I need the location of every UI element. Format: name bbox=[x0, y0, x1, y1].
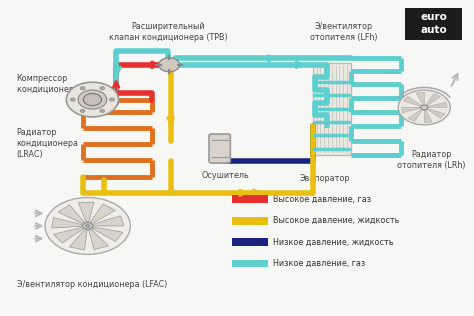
Text: Низкое давление, жидкость: Низкое давление, жидкость bbox=[273, 238, 394, 246]
Text: Радиатор
кондиционера
(LRAC): Радиатор кондиционера (LRAC) bbox=[17, 128, 79, 159]
Polygon shape bbox=[401, 107, 420, 113]
Text: Расширительный
клапан кондиционера (ТРВ): Расширительный клапан кондиционера (ТРВ) bbox=[109, 21, 228, 42]
Text: Э/вентилятор кондиционера (LFAC): Э/вентилятор кондиционера (LFAC) bbox=[17, 280, 167, 289]
Text: Радиатор
отопителя (LRh): Радиатор отопителя (LRh) bbox=[397, 149, 465, 170]
Polygon shape bbox=[52, 218, 82, 228]
Polygon shape bbox=[54, 228, 83, 243]
Circle shape bbox=[80, 109, 85, 112]
Text: Высокое давление, жидкость: Высокое давление, жидкость bbox=[273, 216, 400, 225]
Circle shape bbox=[109, 98, 114, 101]
Text: Низкое давление, газ: Низкое давление, газ bbox=[273, 259, 366, 268]
Text: Эвапоратор: Эвапоратор bbox=[300, 174, 350, 183]
Bar bbox=[232, 260, 268, 267]
Circle shape bbox=[100, 87, 105, 90]
Bar bbox=[405, 8, 462, 40]
Polygon shape bbox=[91, 204, 116, 223]
Bar bbox=[313, 63, 351, 155]
Circle shape bbox=[80, 87, 85, 90]
Circle shape bbox=[82, 222, 93, 229]
Circle shape bbox=[45, 198, 130, 254]
Circle shape bbox=[83, 94, 101, 106]
Polygon shape bbox=[78, 202, 94, 222]
Polygon shape bbox=[403, 97, 421, 106]
Text: euro
auto: euro auto bbox=[420, 13, 447, 35]
Polygon shape bbox=[93, 216, 124, 226]
Polygon shape bbox=[89, 229, 109, 250]
Polygon shape bbox=[428, 102, 447, 107]
Polygon shape bbox=[426, 94, 440, 105]
Polygon shape bbox=[424, 110, 432, 123]
Circle shape bbox=[159, 58, 180, 72]
Text: Осушитель: Осушитель bbox=[201, 171, 249, 180]
Circle shape bbox=[100, 109, 105, 112]
Bar bbox=[232, 238, 268, 246]
Bar bbox=[232, 195, 268, 203]
Polygon shape bbox=[416, 92, 424, 105]
Polygon shape bbox=[70, 230, 87, 250]
Text: Компрессор
кондиционера (LCAC): Компрессор кондиционера (LCAC) bbox=[17, 74, 108, 94]
Circle shape bbox=[78, 90, 107, 109]
Polygon shape bbox=[428, 109, 445, 118]
Bar bbox=[232, 217, 268, 224]
Polygon shape bbox=[92, 227, 123, 241]
Circle shape bbox=[398, 90, 450, 125]
Circle shape bbox=[71, 98, 75, 101]
Text: Э/вентилятор
отопителя (LFh): Э/вентилятор отопителя (LFh) bbox=[310, 21, 377, 42]
Polygon shape bbox=[58, 205, 84, 223]
Polygon shape bbox=[408, 110, 422, 121]
Circle shape bbox=[420, 105, 428, 110]
Circle shape bbox=[85, 225, 90, 228]
FancyBboxPatch shape bbox=[209, 134, 230, 163]
Text: Высокое давление, газ: Высокое давление, газ bbox=[273, 195, 372, 204]
Circle shape bbox=[66, 82, 118, 117]
